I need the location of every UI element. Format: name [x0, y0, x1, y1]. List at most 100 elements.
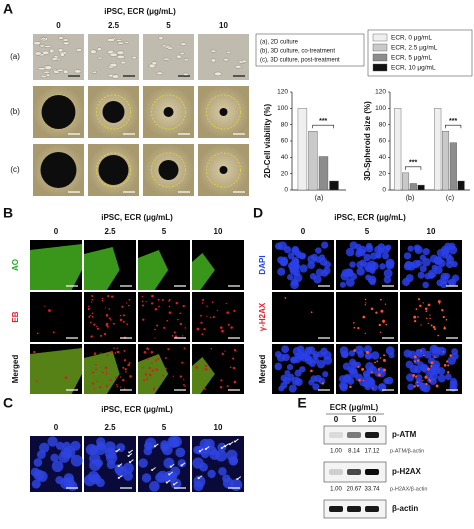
- foci: [364, 304, 366, 306]
- band: [329, 432, 343, 438]
- cell: [156, 71, 164, 75]
- nucleus: [55, 441, 65, 450]
- spheroid-outline: [206, 152, 241, 188]
- dead-cell: [146, 377, 149, 380]
- column-label: 2.5: [108, 21, 120, 30]
- dead-cell: [87, 307, 90, 311]
- dead-cell: [148, 373, 152, 377]
- column-label: 5: [162, 423, 167, 432]
- cell: [148, 63, 156, 69]
- dead-cell: [148, 366, 151, 370]
- dead-cell: [146, 357, 150, 361]
- nucleus: [451, 352, 459, 360]
- dead-cell: [108, 308, 111, 310]
- column-label: 0: [301, 227, 306, 236]
- cell-colony: [84, 247, 120, 290]
- cell-colony: [30, 348, 82, 394]
- nucleus: [288, 384, 297, 393]
- micrograph: [336, 292, 398, 342]
- dead-cell: [125, 302, 128, 304]
- foci: [413, 315, 417, 319]
- foci: [445, 318, 448, 321]
- row-label: AO: [11, 259, 20, 271]
- dead-cell: [122, 314, 125, 317]
- dead-cell: [168, 311, 172, 314]
- nucleus: [312, 353, 319, 360]
- foci: [357, 365, 360, 368]
- y-axis-label: 2D-Cell viability (%): [263, 104, 272, 179]
- nucleus: [434, 255, 443, 265]
- dead-cell: [113, 347, 115, 349]
- dead-cell: [87, 305, 90, 308]
- dead-cell: [226, 385, 229, 388]
- nucleus: [375, 252, 382, 259]
- foci: [366, 351, 370, 354]
- nucleus: [284, 370, 291, 377]
- foci: [379, 331, 382, 334]
- dead-cell: [106, 385, 108, 388]
- column-label: 0: [56, 21, 61, 30]
- dead-cell: [232, 366, 236, 370]
- foci: [376, 360, 379, 363]
- dead-cell: [141, 296, 144, 298]
- arrow: [198, 448, 204, 453]
- significance-label: ***: [319, 118, 327, 125]
- nucleus: [161, 444, 173, 456]
- nucleus: [341, 269, 350, 277]
- nucleus: [122, 462, 134, 474]
- cell: [39, 44, 46, 48]
- foci: [420, 350, 422, 352]
- arrow: [128, 449, 134, 454]
- nucleus: [381, 252, 390, 260]
- cell: [124, 41, 130, 44]
- dead-cell: [158, 305, 160, 308]
- nucleus: [168, 437, 180, 448]
- cell: [75, 48, 83, 52]
- dead-cell: [124, 367, 127, 371]
- cell-colony: [138, 250, 169, 290]
- dead-cell: [232, 357, 235, 360]
- nucleus: [345, 247, 355, 257]
- dead-cell: [102, 371, 105, 374]
- dead-cell: [105, 373, 108, 375]
- cell: [109, 52, 118, 57]
- nucleus: [322, 371, 329, 378]
- nucleus: [47, 436, 58, 447]
- nucleus: [141, 473, 152, 483]
- cell-colony: [192, 253, 215, 290]
- micrograph: [198, 34, 249, 80]
- cell: [59, 52, 65, 57]
- foci: [370, 307, 374, 311]
- column-label: 5: [162, 227, 167, 236]
- dead-cell: [225, 302, 227, 305]
- foci: [361, 367, 365, 371]
- legend-swatch: [372, 63, 388, 72]
- dead-cell: [129, 375, 132, 378]
- dead-cell: [229, 366, 232, 369]
- nucleus: [383, 275, 392, 284]
- foci: [353, 326, 356, 329]
- cell: [167, 46, 174, 50]
- dead-cell: [182, 304, 185, 308]
- dead-cell: [181, 335, 184, 337]
- cell: [97, 47, 102, 51]
- panel-header: iPSC, ECR (μg/mL): [104, 7, 176, 16]
- nucleus: [274, 362, 283, 371]
- cell-colony: [138, 354, 169, 394]
- y-tick-label: 100: [375, 105, 386, 112]
- cell: [43, 70, 50, 74]
- nucleus: [155, 472, 166, 483]
- nucleus: [286, 363, 294, 371]
- dead-cell: [100, 334, 103, 337]
- dead-cell: [103, 332, 107, 336]
- cell: [106, 38, 115, 42]
- nucleus: [434, 265, 443, 275]
- dead-cell: [183, 383, 185, 386]
- dead-cell: [123, 388, 126, 390]
- y-tick-label: 120: [277, 89, 288, 96]
- arrow: [173, 481, 178, 486]
- column-label: 10: [427, 227, 436, 236]
- dead-cell: [116, 383, 118, 386]
- nucleus: [339, 281, 347, 288]
